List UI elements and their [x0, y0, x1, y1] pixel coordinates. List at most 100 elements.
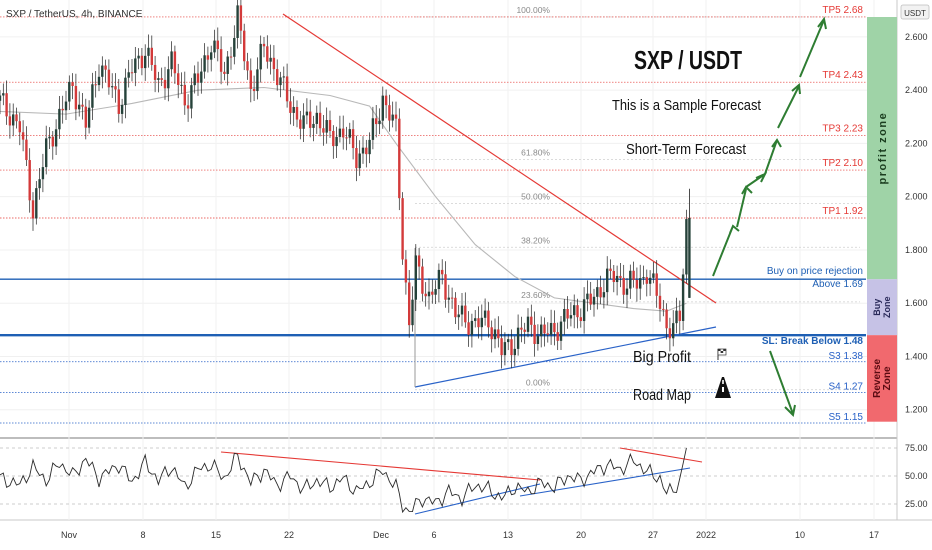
candle-body [622, 277, 625, 295]
candle-body [645, 277, 648, 284]
candle-body [153, 64, 157, 80]
buy-line-label: Buy on price rejection [767, 266, 863, 277]
candle-body [249, 70, 252, 89]
candle-body [114, 86, 117, 90]
candle-body [549, 322, 553, 335]
candle-body [434, 289, 437, 295]
candle-body [351, 129, 355, 149]
candle-body [124, 77, 127, 105]
candle-body [282, 76, 285, 78]
candle-body [381, 95, 384, 121]
candle-body [652, 273, 655, 278]
candle-body [186, 105, 190, 109]
candle-body [256, 69, 259, 92]
rsi-tick-label: 50.00 [905, 471, 928, 481]
candle-body [144, 55, 147, 69]
candle-body [543, 324, 546, 334]
candle-body [328, 120, 332, 131]
price-tick-label: 1.400 [905, 351, 928, 361]
candle-body [193, 73, 196, 86]
candle-body [266, 46, 269, 62]
candle-body [437, 269, 441, 290]
candle-body [464, 305, 467, 323]
candle-body [157, 78, 160, 80]
candle-body [173, 51, 177, 74]
candle-body [335, 136, 338, 147]
candle-body [160, 78, 163, 80]
candle-body [104, 65, 107, 70]
candle-body [474, 318, 477, 321]
candle-body [490, 327, 493, 340]
stop-loss-label: SL: Break Below 1.48 [762, 336, 864, 347]
candle-body [688, 217, 691, 298]
candle-body [685, 219, 688, 275]
candle-body [302, 115, 305, 129]
candle-body [285, 76, 289, 102]
candle-body [576, 305, 579, 318]
candle-body [411, 299, 414, 326]
candle-body [394, 114, 398, 119]
candle-body [497, 329, 500, 339]
candle-body [355, 148, 358, 169]
target-level-label: TP2 2.10 [822, 158, 863, 169]
candle-body [45, 138, 48, 168]
forecast-subtitle: This is a Sample Forecast [612, 97, 762, 114]
price-tick-label: 2.200 [905, 138, 928, 148]
time-tick-label: 13 [503, 530, 513, 540]
price-tick-label: 2.600 [905, 32, 928, 42]
candle-body [269, 57, 272, 62]
candle-body [2, 93, 5, 96]
zone-label: BuyZone [872, 296, 892, 318]
candle-body [299, 119, 302, 129]
candle-body [546, 333, 549, 335]
candle-body [18, 121, 21, 133]
candle-body [5, 93, 8, 117]
candle-body [64, 101, 68, 111]
candle-body [61, 108, 64, 111]
candle-body [51, 136, 54, 147]
fib-level-label: 61.80% [521, 147, 550, 157]
candle-body [58, 108, 61, 130]
currency-badge-box[interactable] [900, 4, 930, 20]
target-level-label: TP1 1.92 [822, 206, 863, 217]
axes-layer: 2.600 2.400 2.200 2.000 1.800 1.600 1.400 1.200… [61, 32, 928, 540]
candle-body [510, 339, 513, 356]
candle-body [520, 327, 523, 330]
forecast-arrow-down [769, 350, 796, 418]
candle-body [259, 43, 262, 70]
candle-body [345, 137, 348, 139]
candle-body [566, 309, 569, 319]
candle-body [447, 297, 450, 300]
candle-body [68, 81, 71, 102]
candle-body [246, 61, 249, 71]
candle-body [523, 329, 526, 332]
candle-body [21, 132, 25, 140]
buy-line-sublabel: Above 1.69 [812, 279, 863, 290]
time-tick-label: 6 [431, 530, 436, 540]
candle-body [239, 5, 243, 31]
candle-body [226, 56, 229, 74]
candle-body [318, 112, 322, 129]
candle-body [493, 329, 497, 340]
candle-body [213, 40, 216, 53]
candle-body [629, 270, 632, 289]
candle-body [35, 188, 38, 219]
candle-body [606, 268, 609, 293]
candle-body [460, 305, 464, 315]
candle-body [401, 198, 404, 260]
time-tick-label: Dec [373, 530, 390, 540]
candle-body [678, 310, 681, 321]
candle-body [625, 288, 629, 295]
candle-body [414, 255, 417, 300]
candle-body [338, 128, 342, 137]
candle-body [582, 299, 586, 322]
candle-body [48, 136, 51, 139]
rsi-tick-label: 25.00 [905, 499, 928, 509]
candle-body [553, 322, 556, 333]
target-level-label: TP3 2.23 [822, 123, 863, 134]
rsi-support-line-1 [414, 483, 541, 515]
zone-label: ReverseZone [872, 359, 893, 398]
candle-body [563, 309, 566, 322]
candle-body [219, 49, 223, 72]
candle-body [483, 310, 487, 318]
